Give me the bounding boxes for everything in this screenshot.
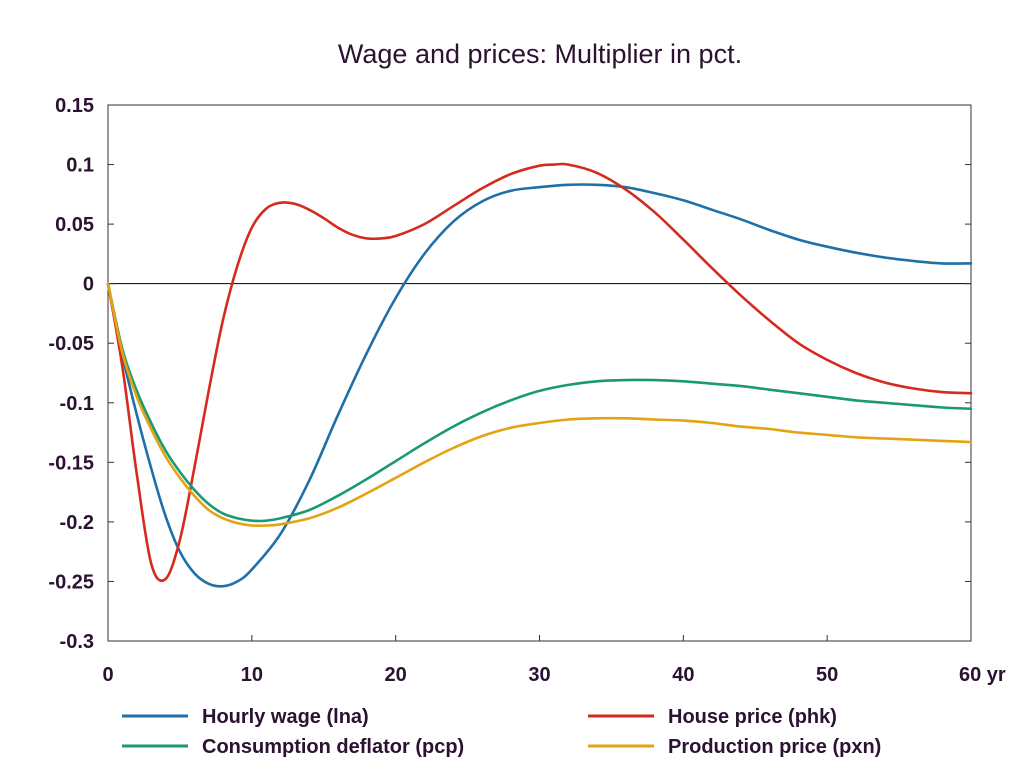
legend-label-hourly-wage-lna: Hourly wage (lna) (202, 706, 369, 728)
series-line-house-price-phk (106, 162, 973, 583)
y-tick-label: -0.2 (60, 512, 94, 534)
x-tick-label: 50 (816, 664, 838, 686)
series-lines (106, 162, 973, 588)
y-tick-label: 0.1 (66, 155, 94, 177)
y-tick-label: -0.05 (48, 333, 94, 355)
plot-area-frame (107, 104, 972, 642)
legend-label-house-price-phk: House price (phk) (668, 706, 837, 728)
series-line-production-price-pxn (106, 282, 973, 528)
chart-title: Wage and prices: Multiplier in pct. (338, 39, 742, 69)
legend: Hourly wage (lna) House price (phk) Consum… (122, 706, 881, 758)
x-tick-label: 0 (102, 664, 113, 686)
y-tick-label: -0.1 (60, 393, 94, 415)
y-tick-label: 0.15 (55, 95, 94, 117)
y-tick-label: -0.25 (48, 571, 94, 593)
y-tick-label: -0.3 (60, 631, 94, 653)
x-axis: 0 10 20 30 40 50 60 yr (102, 635, 1006, 686)
legend-label-consumption-deflator-pcp: Consumption deflator (pcp) (202, 736, 464, 758)
x-tick-label: 20 (385, 664, 407, 686)
series-line-hourly-wage-lna (106, 183, 973, 588)
x-tick-label: 30 (528, 664, 550, 686)
y-tick-label: 0.05 (55, 214, 94, 236)
y-tick-label: -0.15 (48, 452, 94, 474)
x-tick-label: 60 yr (959, 664, 1006, 686)
x-tick-label: 10 (241, 664, 263, 686)
series-line-consumption-deflator-pcp (106, 282, 973, 523)
y-tick-label: 0 (83, 274, 94, 296)
x-tick-label: 40 (672, 664, 694, 686)
legend-label-production-price-pxn: Production price (pxn) (668, 736, 881, 758)
y-axis: 0.15 0.1 0.05 0 -0.05 -0.1 -0.15 -0.2 -0.25 -0.3 (48, 95, 971, 653)
